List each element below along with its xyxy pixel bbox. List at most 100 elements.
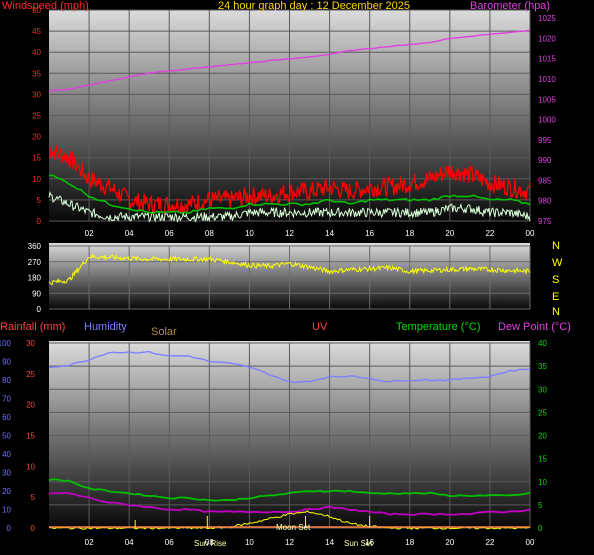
rain-tick-label: 30 xyxy=(26,339,35,348)
graph-title: 24 hour graph day : 12 December 2025 xyxy=(218,0,410,12)
baro-tick-label: 990 xyxy=(538,156,552,165)
x-tick-label: 02 xyxy=(85,229,94,238)
wind-average-line xyxy=(49,174,531,215)
x-tick-label: 04 xyxy=(125,229,134,238)
x-tick-label: 20 xyxy=(445,229,454,238)
x-tick-label: 08 xyxy=(205,229,214,238)
humidity-tick-label: 60 xyxy=(2,413,11,422)
compass-n-top: N xyxy=(552,240,560,252)
wind-tick-label: 20 xyxy=(32,133,41,142)
sun-rise-annotation: Sun Rise xyxy=(194,539,227,548)
barometer-axis-label: Barometer (hpa) xyxy=(470,0,550,12)
temperature-tick-label: 20 xyxy=(538,432,547,441)
x-tick-label: 00 xyxy=(526,538,535,547)
humidity-tick-label: 90 xyxy=(2,358,11,367)
compass-w: W xyxy=(552,257,563,269)
wind-tick-label: 40 xyxy=(32,48,41,57)
wind-tick-label: 35 xyxy=(32,69,41,78)
baro-tick-label: 975 xyxy=(538,217,552,226)
x-tick-label: 14 xyxy=(325,229,334,238)
wind-tick-label: 15 xyxy=(32,154,41,163)
rain-tick-label: 20 xyxy=(26,401,35,410)
x-tick-label: 02 xyxy=(85,538,94,547)
temperature-tick-label: 40 xyxy=(538,339,547,348)
baro-tick-label: 1025 xyxy=(538,14,556,23)
rain-tick-label: 15 xyxy=(26,432,35,441)
dewpoint-line xyxy=(48,491,531,516)
humidity-label: Humidity xyxy=(84,321,127,333)
wind-gust-line xyxy=(48,144,531,216)
baro-tick-label: 985 xyxy=(538,176,552,185)
x-tick-label: 16 xyxy=(365,229,374,238)
humidity-tick-label: 40 xyxy=(2,450,11,459)
compass-s: S xyxy=(552,274,559,286)
baro-tick-label: 980 xyxy=(538,197,552,206)
x-tick-label: 06 xyxy=(165,538,174,547)
baro-tick-label: 1015 xyxy=(538,55,556,64)
temperature-tick-label: 0 xyxy=(538,524,543,533)
baro-tick-label: 995 xyxy=(538,136,552,145)
temperature-line xyxy=(48,478,531,502)
wind-tick-label: 0 xyxy=(37,217,42,226)
wind-tick-label: 25 xyxy=(32,112,41,121)
wind-tick-label: 50 xyxy=(32,6,41,15)
x-tick-label: 12 xyxy=(285,538,294,547)
wind-tick-label: 10 xyxy=(32,175,41,184)
x-tick-label: 20 xyxy=(445,538,454,547)
temperature-tick-label: 35 xyxy=(538,362,547,371)
wind-tick-label: 45 xyxy=(32,27,41,36)
humidity-tick-label: 30 xyxy=(2,469,11,478)
compass-n-bottom: N xyxy=(552,306,560,318)
baro-tick-label: 1010 xyxy=(538,75,556,84)
rainfall-label: Rainfall (mm) xyxy=(0,321,65,333)
temperature-tick-label: 25 xyxy=(538,408,547,417)
x-tick-label: 00 xyxy=(526,229,535,238)
x-tick-label: 12 xyxy=(285,229,294,238)
temperature-tick-label: 10 xyxy=(538,478,547,487)
uv-label: UV xyxy=(312,321,328,333)
direction-tick-label: 0 xyxy=(37,305,42,314)
humidity-tick-label: 80 xyxy=(2,376,11,385)
x-tick-label: 10 xyxy=(245,229,254,238)
solar-label: Solar xyxy=(151,326,177,338)
wind-tick-label: 5 xyxy=(37,196,42,205)
humidity-tick-label: 70 xyxy=(2,395,11,404)
humidity-line xyxy=(48,350,531,384)
direction-tick-label: 180 xyxy=(28,274,42,283)
humidity-tick-label: 0 xyxy=(7,524,12,533)
direction-tick-label: 270 xyxy=(28,258,42,267)
x-tick-label: 06 xyxy=(165,229,174,238)
x-tick-label: 18 xyxy=(405,229,414,238)
x-tick-label: 04 xyxy=(125,538,134,547)
x-tick-label: 22 xyxy=(485,229,494,238)
baro-tick-label: 1005 xyxy=(538,95,556,104)
x-tick-label: 08 xyxy=(205,538,214,547)
rain-tick-label: 10 xyxy=(26,462,35,471)
wind-low-line xyxy=(48,190,531,224)
x-tick-label: 22 xyxy=(485,538,494,547)
wind-direction-line xyxy=(48,253,531,286)
baro-tick-label: 1020 xyxy=(538,34,556,43)
humidity-tick-label: 10 xyxy=(2,506,11,515)
windspeed-axis-label: Windspeed (mph) xyxy=(2,0,89,12)
sun-set-annotation: Sun Set xyxy=(344,539,373,548)
rain-tick-label: 0 xyxy=(31,524,36,533)
direction-tick-label: 90 xyxy=(32,289,41,298)
rain-tick-label: 25 xyxy=(26,370,35,379)
direction-tick-label: 360 xyxy=(28,242,42,251)
baro-tick-label: 1000 xyxy=(538,116,556,125)
compass-e: E xyxy=(552,291,559,303)
barometer-line xyxy=(48,29,531,93)
temperature-tick-label: 5 xyxy=(538,501,543,510)
humidity-tick-label: 100 xyxy=(0,339,12,348)
temperature-tick-label: 30 xyxy=(538,385,547,394)
x-tick-label: 16 xyxy=(365,538,374,547)
temperature-tick-label: 15 xyxy=(538,455,547,464)
temperature-label: Temperature (°C) xyxy=(396,321,480,333)
moon-set-annotation: Moon Set xyxy=(276,523,311,532)
humidity-tick-label: 50 xyxy=(2,432,11,441)
wind-tick-label: 30 xyxy=(32,90,41,99)
x-tick-label: 10 xyxy=(245,538,254,547)
humidity-tick-label: 20 xyxy=(2,487,11,496)
